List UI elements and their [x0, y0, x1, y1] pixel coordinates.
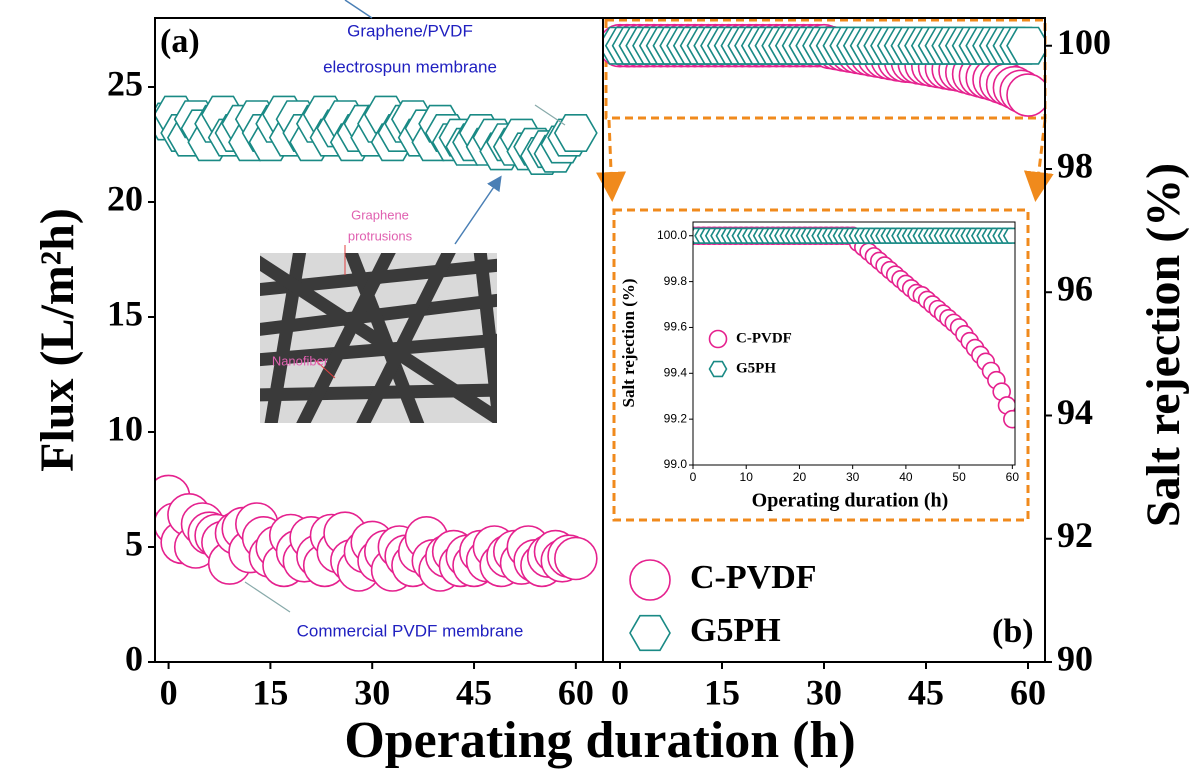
x-tick-label: 0	[690, 470, 697, 484]
annotation: protrusions	[348, 228, 413, 243]
zoom-arrow	[1036, 120, 1045, 196]
x-tick-label: 15	[704, 672, 740, 712]
y-tick-label: 94	[1057, 392, 1093, 432]
annotation: Graphene	[351, 207, 409, 222]
pointer-line	[535, 105, 565, 125]
y-axis-title: Salt rejection (%)	[1137, 163, 1190, 527]
panel-label: (b)	[992, 613, 1034, 650]
hexagon-marker	[630, 616, 670, 651]
x-axis-title: Operating duration (h)	[344, 712, 855, 769]
sem-image	[255, 250, 500, 430]
circle-marker	[630, 560, 670, 600]
x-tick-label: 20	[793, 470, 807, 484]
pointer-arrow	[455, 178, 500, 244]
x-tick-label: 30	[846, 470, 860, 484]
y-tick-label: 100	[1057, 22, 1111, 62]
zoom-arrow	[609, 120, 612, 196]
inset-x-title: Operating duration (h)	[752, 490, 949, 512]
legend-label: C-PVDF	[690, 559, 817, 596]
x-tick-label: 40	[899, 470, 913, 484]
circle-marker	[1007, 74, 1049, 116]
circle-marker	[555, 538, 597, 580]
legend-label: C-PVDF	[736, 330, 792, 346]
circle-marker	[710, 331, 727, 348]
figure: 0 15 30 45 60 0 5 10 15 20 25 (a) Flux (L/m²h) Operat…	[0, 0, 1196, 778]
y-tick-label: 99.4	[664, 365, 688, 379]
x-tick-label: 60	[558, 672, 594, 712]
hexagon-marker	[710, 362, 727, 377]
x-tick-label: 45	[908, 672, 944, 712]
y-tick-label: 25	[107, 63, 143, 103]
annotation: Commercial PVDF membrane	[297, 621, 524, 640]
y-tick-label: 15	[107, 293, 143, 333]
x-tick-label: 10	[740, 470, 754, 484]
inset-y-title: Salt rejection (%)	[619, 278, 638, 407]
annotation: Nanofiber	[272, 353, 329, 368]
y-tick-label: 100.0	[657, 228, 687, 242]
circle-marker	[1004, 411, 1021, 428]
y-tick-label: 99.0	[664, 457, 688, 471]
annotation: electrospun membrane	[323, 57, 497, 76]
x-tick-label: 0	[160, 672, 178, 712]
y-tick-label: 99.8	[664, 274, 688, 288]
x-tick-label: 60	[1010, 672, 1046, 712]
legend-label: G5PH	[736, 360, 776, 376]
x-tick-label: 30	[354, 672, 390, 712]
x-tick-label: 60	[1006, 470, 1020, 484]
pointer-line	[345, 0, 372, 18]
legend-label: G5PH	[690, 612, 781, 649]
y-axis-title: Flux (L/m²h)	[31, 208, 84, 472]
y-tick-label: 99.2	[664, 411, 688, 425]
annotation: Graphene/PVDF	[347, 21, 473, 40]
x-tick-label: 30	[806, 672, 842, 712]
y-tick-label: 0	[125, 638, 143, 678]
x-tick-label: 50	[952, 470, 966, 484]
hexagon-marker	[1004, 228, 1021, 243]
y-tick-label: 98	[1057, 145, 1093, 185]
series-group	[599, 25, 1049, 116]
x-tick-label: 0	[611, 672, 629, 712]
x-tick-label: 45	[456, 672, 492, 712]
y-tick-label: 10	[107, 408, 143, 448]
y-tick-label: 99.6	[664, 320, 688, 334]
x-tick-label: 15	[252, 672, 288, 712]
y-tick-label: 5	[125, 523, 143, 563]
panel-label: (a)	[160, 23, 200, 60]
y-tick-label: 20	[107, 178, 143, 218]
y-tick-label: 90	[1057, 638, 1093, 678]
y-tick-label: 92	[1057, 515, 1093, 555]
y-tick-label: 96	[1057, 269, 1093, 309]
